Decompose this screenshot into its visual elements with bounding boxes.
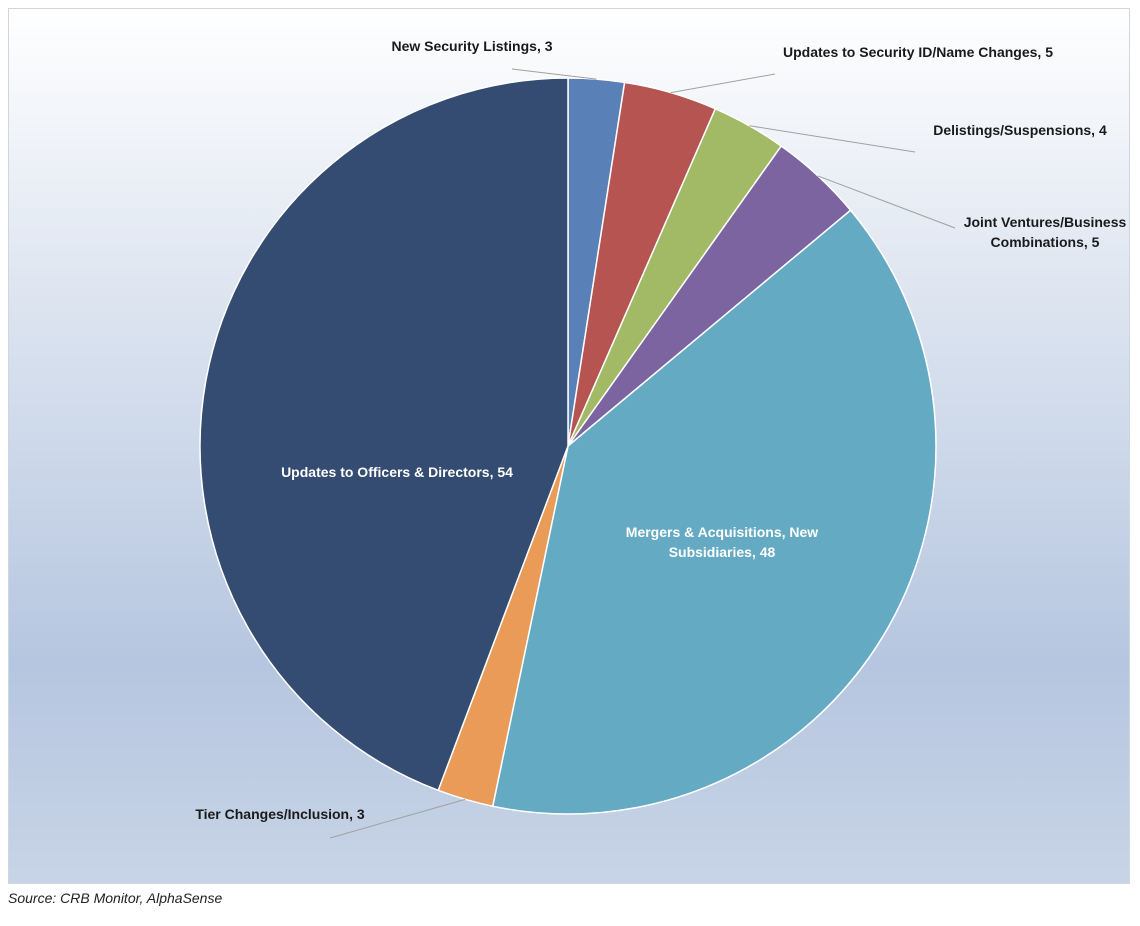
leader-line [817, 175, 956, 229]
data-label: Updates to Security ID/Name Changes, 5 [783, 44, 1053, 60]
data-label: Delistings/Suspensions, 4 [933, 122, 1107, 138]
data-label: Joint Ventures/Business Combinations, 5 [963, 214, 1127, 250]
leader-line [511, 68, 597, 80]
data-label: Updates to Officers & Directors, 54 [281, 464, 513, 480]
leader-line [670, 73, 776, 94]
pie-slice [199, 77, 569, 792]
data-label: New Security Listings, 3 [391, 38, 553, 54]
data-label: Mergers & Acquisitions, New Subsidiaries… [625, 524, 819, 560]
data-label: Tier Changes/Inclusion, 3 [195, 806, 365, 822]
pie-slice [491, 209, 937, 815]
leader-line [749, 125, 916, 153]
source-note: Source: CRB Monitor, AlphaSense [8, 890, 223, 906]
leader-line [329, 798, 466, 839]
